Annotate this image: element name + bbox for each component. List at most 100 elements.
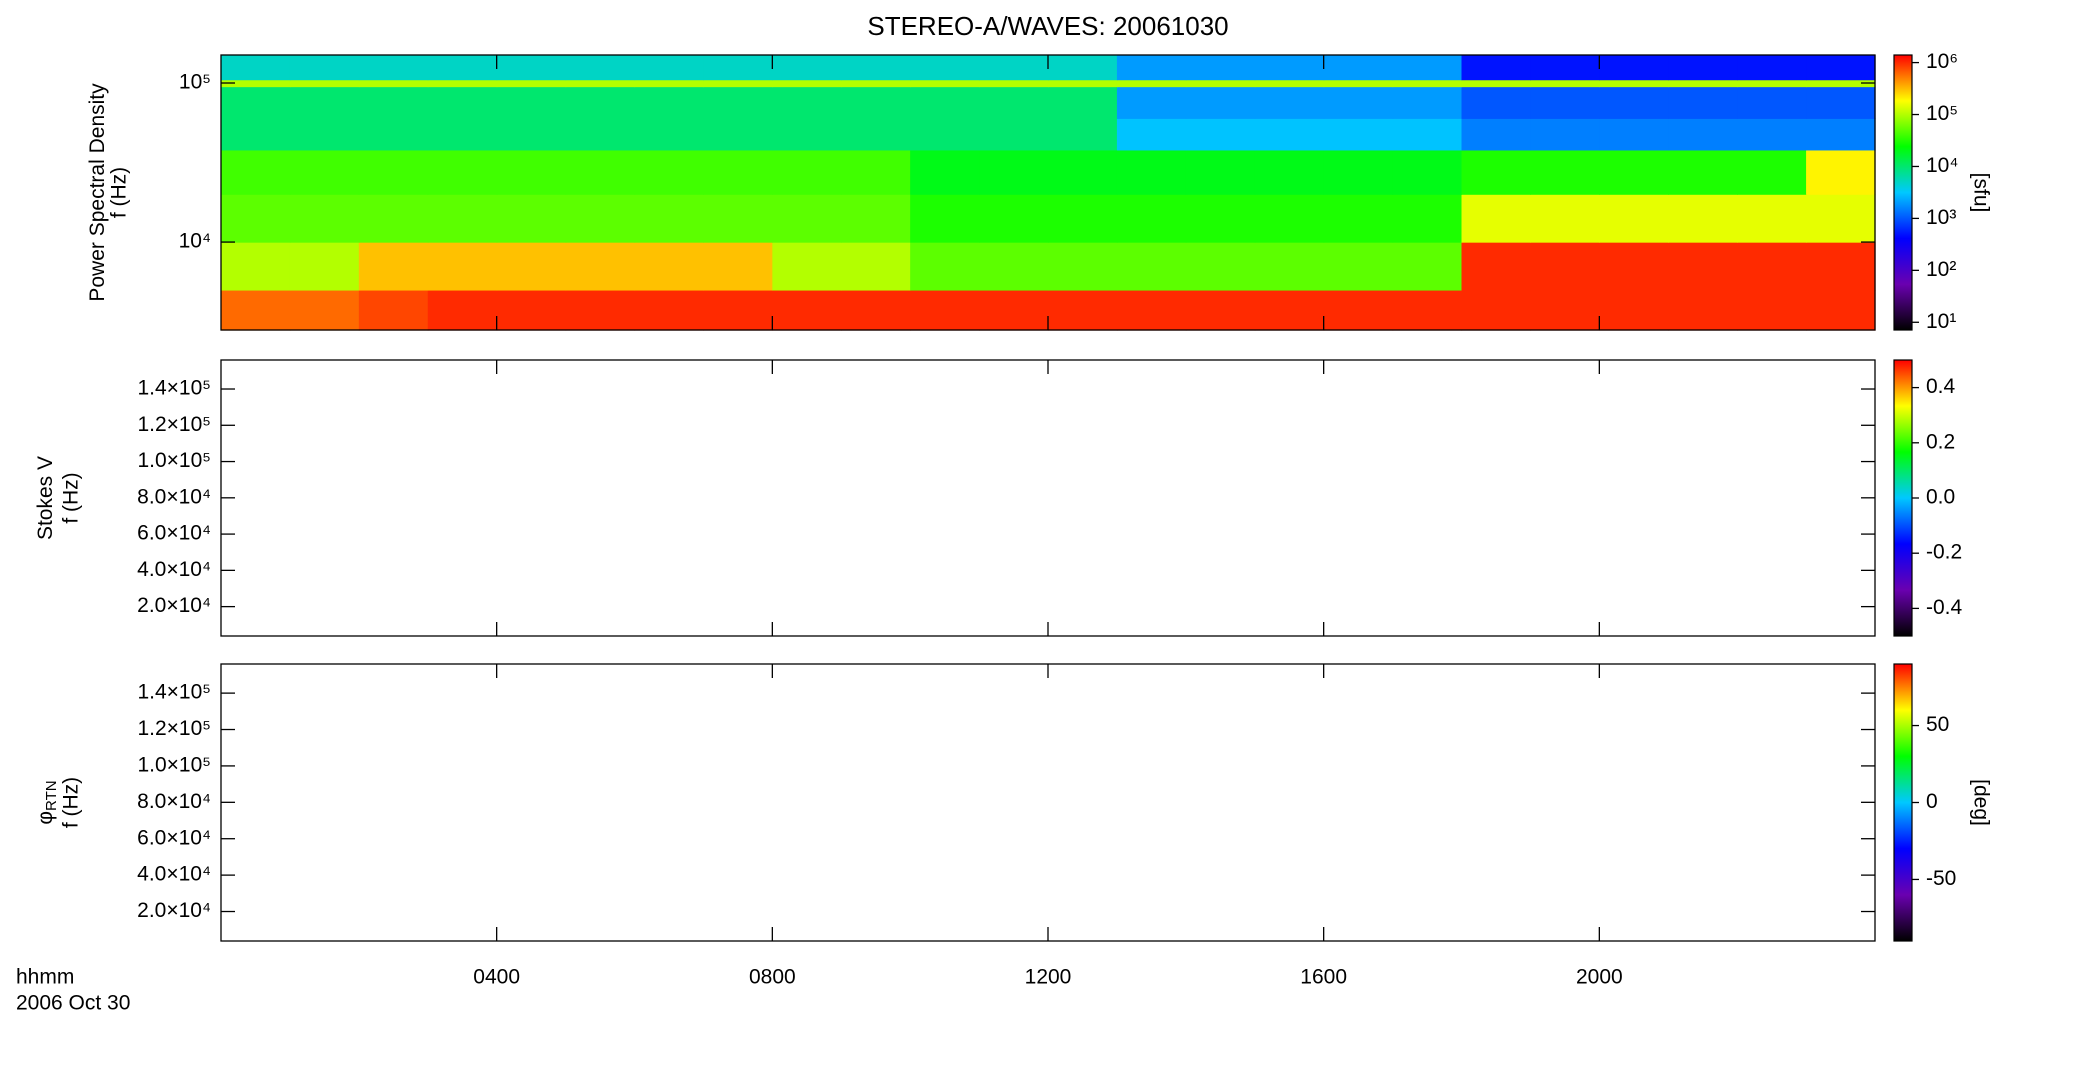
spectrogram-cell (1530, 289, 1600, 331)
spectrogram-cell (358, 118, 429, 151)
spectrogram-cell (358, 79, 429, 88)
colorbar-tick-label: 50 (1926, 713, 1949, 736)
spectrogram-cell (1254, 55, 1325, 81)
y-tick-label: 1.4×10⁵ (137, 681, 211, 704)
spectrogram-cell (772, 194, 842, 243)
y-axis-label: f (Hz) (108, 167, 131, 218)
spectrogram-cell (1254, 118, 1325, 151)
plot-frame (220, 359, 1876, 637)
spectrogram-cell (772, 55, 842, 81)
spectrogram-cell (1737, 79, 1807, 88)
spectrogram-cell (1048, 118, 1118, 151)
spectrogram-cell (910, 86, 980, 119)
spectrogram-cell (772, 242, 842, 291)
spectrogram-cell (1323, 289, 1394, 331)
spectrogram-cell (1461, 55, 1532, 81)
spectrogram-cell (1806, 55, 1876, 81)
spectrogram-cell (1392, 242, 1463, 291)
spectrogram-cell (1737, 118, 1807, 151)
colorbar-tick-label: 0.4 (1926, 375, 1956, 398)
spectrogram-cell (1048, 55, 1118, 81)
spectrogram-cell (427, 55, 498, 81)
spectrogram-cell (1254, 194, 1325, 243)
spectrogram-cell (1323, 86, 1394, 119)
spectrogram-cell (1116, 242, 1187, 291)
spectrogram-cell (427, 194, 498, 243)
x-axis-label: hhmm (16, 966, 74, 989)
spectrogram-cell (772, 118, 842, 151)
spectrogram-cell (1806, 242, 1876, 291)
spectrogram-cell (1806, 118, 1876, 151)
spectrogram-cell (1668, 86, 1738, 119)
spectrogram-cell (565, 194, 636, 243)
spectrogram-cell (1668, 149, 1738, 195)
spectrogram-cell (496, 242, 567, 291)
spectrogram-cell (1392, 289, 1463, 331)
spectrogram-cell (841, 118, 911, 151)
chart-title: STEREO-A/WAVES: 20061030 (867, 11, 1228, 41)
spectrogram-cell (1530, 242, 1600, 291)
spectrogram-cell (910, 79, 980, 88)
spectrogram-cell (1048, 242, 1118, 291)
spectrogram-cell (979, 79, 1049, 88)
spectrogram-cell (565, 149, 636, 195)
spectrogram-cell (565, 79, 636, 88)
spectrogram-cell (289, 55, 360, 81)
spectrogram-cell (565, 242, 636, 291)
spectrogram-cell (427, 86, 498, 119)
spectrogram-cell (1185, 194, 1256, 243)
spectrogram-cell (1048, 86, 1118, 119)
spectrogram-cell (841, 149, 911, 195)
x-tick-label: 0800 (749, 966, 796, 989)
spectrogram-cell (1668, 55, 1738, 81)
spectrogram-cell (772, 289, 842, 331)
x-tick-label: 1600 (1300, 966, 1347, 989)
spectrogram-cell (979, 149, 1049, 195)
spectrogram-cell (221, 194, 291, 243)
colorbar (1893, 663, 1913, 942)
spectrogram-cell (703, 194, 773, 243)
spectrogram-cell (1668, 118, 1738, 151)
spectrogram-cell (910, 55, 980, 81)
spectrogram-cell (634, 55, 705, 81)
spectrogram-cell (565, 55, 636, 81)
spectrogram-cell (1806, 194, 1876, 243)
spectrogram-cell (1323, 149, 1394, 195)
y-tick-label: 4.0×10⁴ (137, 863, 211, 886)
spectrogram-cell (772, 79, 842, 88)
y-tick-label: 2.0×10⁴ (137, 899, 211, 922)
spectrogram-cell (1116, 289, 1187, 331)
spectrogram-cell (1737, 194, 1807, 243)
spectrogram-cell (496, 55, 567, 81)
spectrogram-cell (427, 118, 498, 151)
spectrogram-cell (1737, 55, 1807, 81)
x-tick-label: 0400 (473, 966, 520, 989)
spectrogram-cell (1461, 289, 1532, 331)
spectrogram-cell (289, 118, 360, 151)
spectrogram-cell (1461, 242, 1532, 291)
spectrogram-cell (979, 86, 1049, 119)
spectrogram-cell (1599, 194, 1669, 243)
x-tick-label: 1200 (1025, 966, 1072, 989)
spectrogram-cell (1461, 149, 1532, 195)
spectrogram-cell (427, 79, 498, 88)
y-axis-label: φRTN (34, 780, 60, 824)
spectrogram-cell (841, 242, 911, 291)
spectrogram-cell (1185, 55, 1256, 81)
spectrogram-cell (1599, 289, 1669, 331)
spectrogram-cell (1599, 118, 1669, 151)
spectrogram-cell (1185, 289, 1256, 331)
spectrogram-cell (496, 118, 567, 151)
colorbar-tick-label: -0.4 (1926, 596, 1963, 619)
spectrogram-cell (496, 79, 567, 88)
spectrogram-cell (910, 149, 980, 195)
spectrogram-cell (979, 55, 1049, 81)
colorbar-tick-label: -0.2 (1926, 541, 1962, 564)
spectrogram-cell (634, 118, 705, 151)
spectrogram-cell (979, 118, 1049, 151)
spectrogram-cell (1461, 79, 1532, 88)
spectrogram-cell (1599, 55, 1669, 81)
spectrogram-cell (634, 289, 705, 331)
spectrogram-cell (841, 55, 911, 81)
spectrogram-cell (841, 86, 911, 119)
